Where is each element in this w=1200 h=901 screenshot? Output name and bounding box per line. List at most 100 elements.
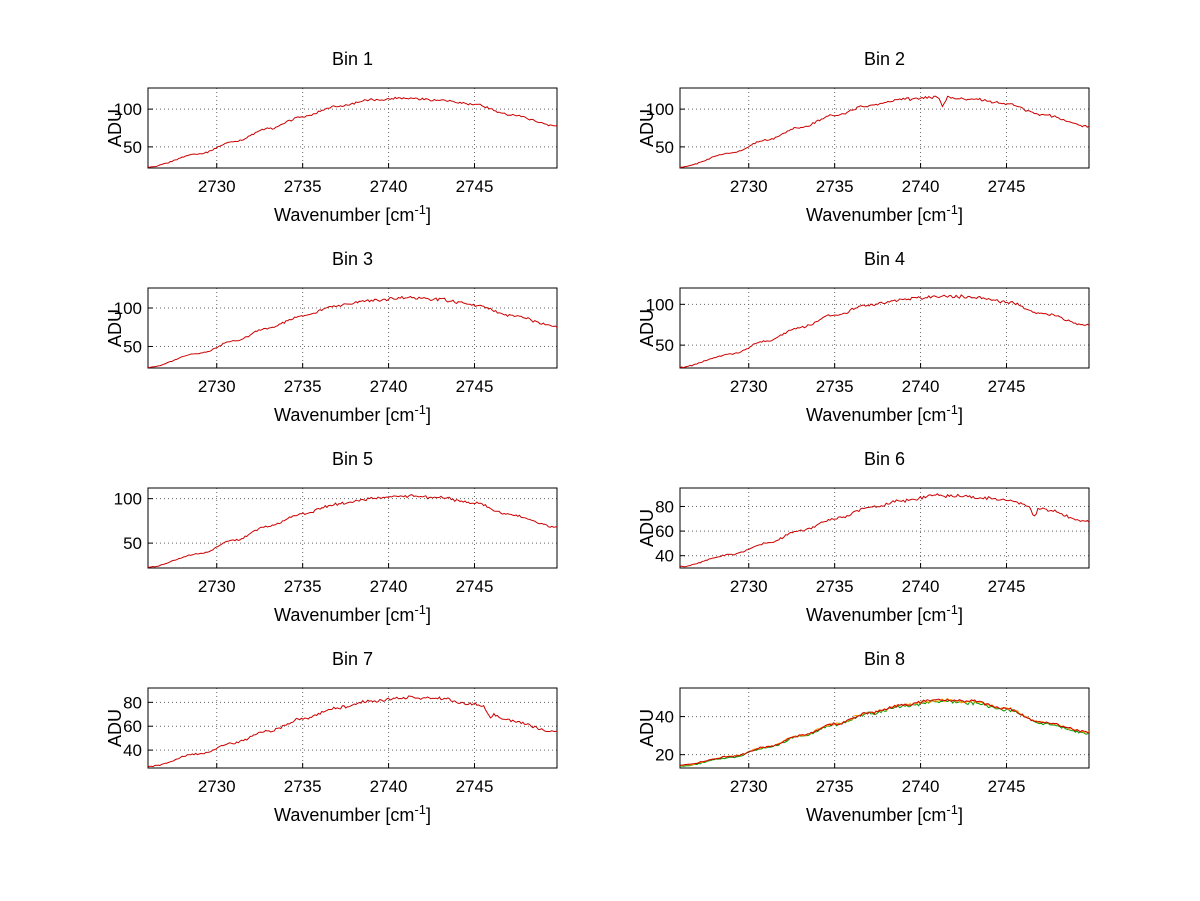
x-tick-label: 2745 — [988, 177, 1026, 196]
x-tick-label: 2730 — [730, 777, 768, 796]
x-tick-label: 2740 — [370, 377, 408, 396]
y-tick-label: 60 — [655, 522, 674, 541]
plot-title: Bin 7 — [331, 649, 374, 669]
plot-title: Bin 3 — [331, 249, 374, 269]
y-tick-label: 40 — [123, 741, 142, 760]
subplot-bin-5: Bin 5 2730 2735 2740 2745 50 100 Wavenumber [… — [73, 436, 593, 636]
y-tick-label: 50 — [123, 138, 142, 157]
y-tick-label: 50 — [655, 138, 674, 157]
axes-box — [147, 287, 558, 369]
x-tick-label: 2735 — [816, 177, 854, 196]
y-tick-label: 50 — [123, 337, 142, 356]
x-axis-label: Wavenumber [cm-1] — [148, 602, 557, 626]
x-tick-label: 2740 — [902, 577, 940, 596]
x-tick-label: 2730 — [730, 177, 768, 196]
y-tick-label: 100 — [646, 100, 674, 119]
series-group — [680, 697, 1089, 768]
x-axis-label-text: Wavenumber [cm — [274, 605, 415, 625]
plot-title: Bin 1 — [331, 49, 374, 69]
series-group — [148, 295, 557, 368]
x-axis-label-suffix: ] — [425, 805, 431, 825]
y-tick-label: 20 — [655, 746, 674, 765]
x-tick-label: 2735 — [284, 377, 322, 396]
series-group — [148, 494, 557, 568]
x-axis-label-text: Wavenumber [cm — [806, 805, 947, 825]
y-tick-label: 100 — [646, 295, 674, 314]
x-tick-label: 2740 — [370, 777, 408, 796]
x-axis-label: Wavenumber [cm-1] — [148, 802, 557, 826]
x-tick-label: 2745 — [456, 577, 494, 596]
series-group — [680, 95, 1089, 168]
axes-box — [679, 87, 1090, 169]
series-line-bin6 — [680, 493, 1089, 568]
plot-area: 2730 2735 2740 2745 40 60 80 — [655, 487, 1090, 596]
x-axis-label-suffix: ] — [425, 405, 431, 425]
x-axis-label-text: Wavenumber [cm — [274, 205, 415, 225]
x-axis-label-suffix: ] — [957, 805, 963, 825]
x-tick-label: 2735 — [816, 377, 854, 396]
x-tick-label: 2730 — [198, 177, 236, 196]
y-tick-label: 100 — [114, 490, 142, 509]
x-tick-label: 2735 — [284, 777, 322, 796]
axes-box — [147, 687, 558, 769]
series-group — [680, 493, 1089, 568]
x-tick-label: 2740 — [370, 577, 408, 596]
x-tick-label: 2735 — [816, 777, 854, 796]
y-tick-label: 40 — [655, 708, 674, 727]
x-axis-label: Wavenumber [cm-1] — [680, 802, 1089, 826]
x-axis-label-text: Wavenumber [cm — [806, 205, 947, 225]
x-tick-label: 2740 — [370, 177, 408, 196]
subplot-bin-4: Bin 4 ADU 2730 2735 2740 2745 50 100 Wavenumb… — [605, 236, 1125, 436]
subplot-bin-6: Bin 6 ADU 2730 2735 2740 2745 40 60 80 Wavenum… — [605, 436, 1125, 636]
x-axis-label-superscript: -1 — [414, 402, 426, 417]
series-line-bin3 — [148, 295, 557, 368]
x-axis-label-superscript: -1 — [414, 202, 426, 217]
x-tick-label: 2745 — [456, 377, 494, 396]
x-axis-label-suffix: ] — [425, 605, 431, 625]
x-axis-label-suffix: ] — [425, 205, 431, 225]
x-tick-label: 2735 — [816, 577, 854, 596]
plot-area: 2730 2735 2740 2745 50 100 — [646, 87, 1090, 196]
subplot-bin-8: Bin 8 ADU 2730 2735 2740 2745 20 40 Wavenumbe… — [605, 636, 1125, 836]
x-tick-label: 2745 — [988, 777, 1026, 796]
series-line-bin4 — [680, 294, 1089, 368]
series-line-bin7 — [148, 695, 557, 768]
subplot-bin-1: Bin 1 ADU 2730 2735 2740 2745 50 100 Wavenumb… — [73, 36, 593, 236]
x-axis-label: Wavenumber [cm-1] — [148, 202, 557, 226]
axes-box — [147, 487, 558, 569]
x-tick-label: 2740 — [902, 777, 940, 796]
series-line-bin1 — [148, 96, 557, 168]
plot-title: Bin 4 — [863, 249, 906, 269]
plot-title: Bin 8 — [863, 649, 906, 669]
x-axis-label: Wavenumber [cm-1] — [680, 602, 1089, 626]
series-group — [148, 695, 557, 768]
x-tick-label: 2745 — [988, 577, 1026, 596]
axes-box — [679, 487, 1090, 569]
series-line-bin8-red — [680, 698, 1089, 767]
x-tick-label: 2745 — [988, 377, 1026, 396]
plot-area: 2730 2735 2740 2745 50 100 — [114, 487, 558, 596]
x-tick-label: 2740 — [902, 377, 940, 396]
plot-area: 2730 2735 2740 2745 20 40 — [655, 687, 1090, 796]
x-tick-label: 2730 — [198, 577, 236, 596]
subplot-bin-2: Bin 2 ADU 2730 2735 2740 2745 50 100 Wavenumb… — [605, 36, 1125, 236]
x-tick-label: 2730 — [730, 577, 768, 596]
x-axis-label-text: Wavenumber [cm — [806, 605, 947, 625]
x-axis-label-text: Wavenumber [cm — [274, 805, 415, 825]
subplot-grid: Bin 1 ADU 2730 2735 2740 2745 50 100 Wavenumb… — [73, 36, 1125, 836]
y-tick-label: 40 — [655, 547, 674, 566]
plot-area: 2730 2735 2740 2745 50 100 — [646, 287, 1090, 396]
series-line-bin8-green — [680, 699, 1089, 768]
x-axis-label-superscript: -1 — [414, 602, 426, 617]
x-tick-label: 2745 — [456, 777, 494, 796]
x-tick-label: 2735 — [284, 577, 322, 596]
y-tick-label: 100 — [114, 299, 142, 318]
y-tick-label: 100 — [114, 100, 142, 119]
plot-area: 2730 2735 2740 2745 50 100 — [114, 87, 558, 196]
plot-area: 2730 2735 2740 2745 50 100 — [114, 287, 558, 396]
series-group — [148, 96, 557, 168]
x-axis-label-suffix: ] — [957, 605, 963, 625]
y-tick-label: 80 — [655, 497, 674, 516]
plot-title: Bin 6 — [863, 449, 906, 469]
